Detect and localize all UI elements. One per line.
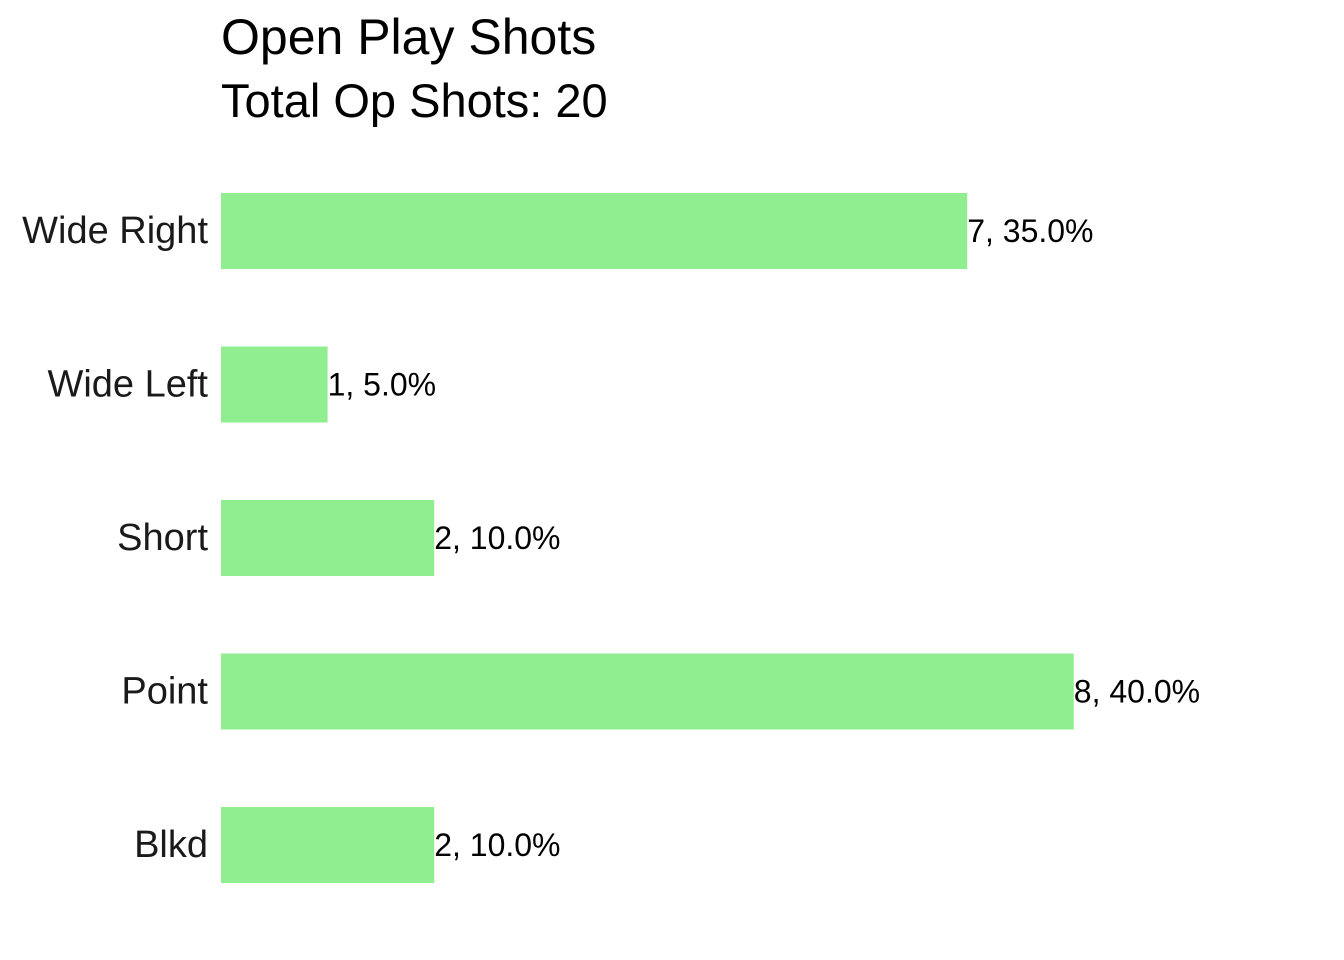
data-label-point: 8, 40.0% (1074, 674, 1200, 710)
data-label-short: 2, 10.0% (434, 520, 560, 556)
category-label-wide-right: Wide Right (22, 210, 208, 252)
bar-point (221, 653, 1074, 730)
category-label-short: Short (117, 517, 208, 559)
data-label-wide-right: 7, 35.0% (967, 213, 1093, 249)
category-label-blkd: Blkd (134, 824, 208, 866)
bar-short (221, 500, 435, 576)
bar-wide-right (221, 193, 968, 269)
bar-wide-left (221, 346, 328, 423)
data-label-blkd: 2, 10.0% (434, 827, 560, 863)
category-label-wide-left: Wide Left (47, 364, 208, 406)
chart-title: Open Play Shots (221, 9, 596, 65)
bar-blkd (221, 807, 435, 883)
bars-group: Wide Right 7, 35.0% Wide Left 1, 5.0% Short 2… (22, 193, 1200, 883)
chart-subtitle: Total Op Shots: 20 (221, 74, 608, 127)
data-label-wide-left: 1, 5.0% (328, 367, 437, 403)
category-label-point: Point (121, 671, 208, 713)
